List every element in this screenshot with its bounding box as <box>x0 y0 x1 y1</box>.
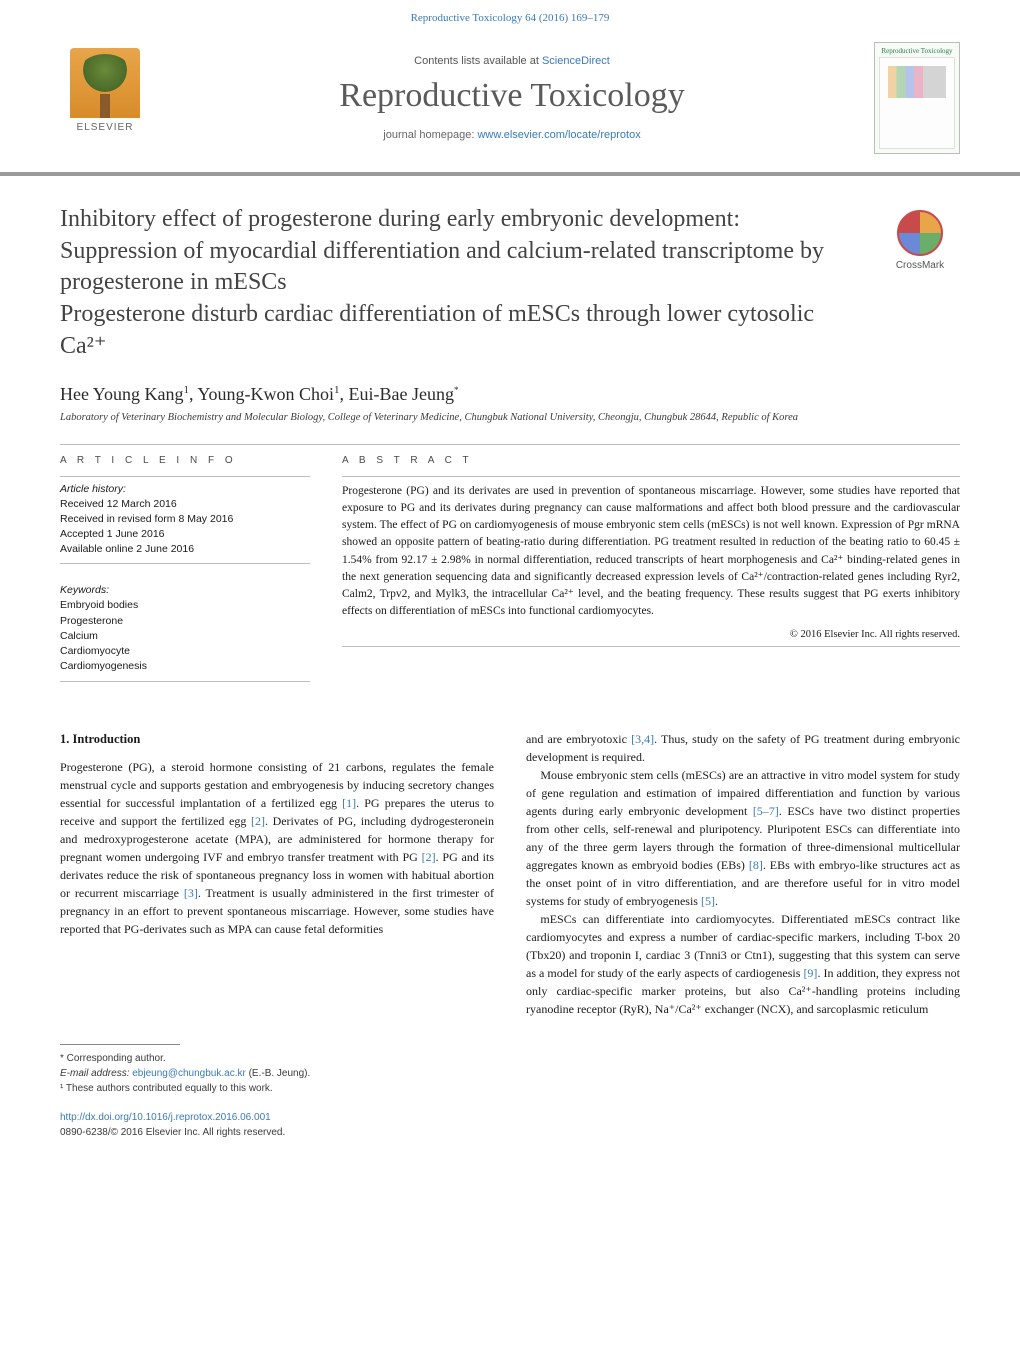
history-revised: Received in revised form 8 May 2016 <box>60 512 310 527</box>
elsevier-tree-icon <box>70 48 140 118</box>
doi-link[interactable]: http://dx.doi.org/10.1016/j.reprotox.201… <box>60 1112 271 1123</box>
author-1: Hee Young Kang <box>60 384 184 404</box>
intro-p1: Progesterone (PG), a steroid hormone con… <box>60 758 494 938</box>
homepage-url[interactable]: www.elsevier.com/locate/reprotox <box>477 129 640 141</box>
abstract-text: Progesterone (PG) and its derivates are … <box>342 476 960 621</box>
cite-5[interactable]: [5] <box>701 894 715 908</box>
corresponding-note: * Corresponding author. <box>60 1051 960 1066</box>
article-subtitle: Progesterone disturb cardiac differentia… <box>60 299 856 362</box>
keyword-4: Cardiomyogenesis <box>60 659 310 674</box>
email-tail: (E.-B. Jeung). <box>246 1068 310 1079</box>
cover-graphic <box>879 57 955 149</box>
history-received: Received 12 March 2016 <box>60 497 310 512</box>
article-history: Article history: Received 12 March 2016 … <box>60 476 310 565</box>
keywords-block: Keywords: Embryoid bodies Progesterone C… <box>60 578 310 681</box>
email-line: E-mail address: ebjeung@chungbuk.ac.kr (… <box>60 1066 960 1081</box>
intro-p2: and are embryotoxic [3,4]. Thus, study o… <box>526 730 960 766</box>
cite-57[interactable]: [5–7] <box>753 804 779 818</box>
running-head: Reproductive Toxicology 64 (2016) 169–17… <box>0 0 1020 32</box>
article-info-column: A R T I C L E I N F O Article history: R… <box>60 455 310 682</box>
history-accepted: Accepted 1 June 2016 <box>60 527 310 542</box>
author-3-sup: * <box>454 385 459 395</box>
p3d: . <box>715 894 718 908</box>
journal-cover-thumb: Reproductive Toxicology <box>874 42 960 154</box>
article-title: Inhibitory effect of progesterone during… <box>60 204 856 299</box>
column-right: and are embryotoxic [3,4]. Thus, study o… <box>526 730 960 1018</box>
corresponding-email[interactable]: ebjeung@chungbuk.ac.kr <box>132 1068 246 1079</box>
history-heading: Article history: <box>60 483 310 495</box>
keyword-1: Progesterone <box>60 614 310 629</box>
contents-label: Contents lists available at <box>414 55 542 67</box>
cite-8[interactable]: [8] <box>749 858 763 872</box>
footer: * Corresponding author. E-mail address: … <box>0 1018 1020 1160</box>
p2a: and are embryotoxic <box>526 732 631 746</box>
abstract-copyright: © 2016 Elsevier Inc. All rights reserved… <box>342 629 960 647</box>
intro-p3: Mouse embryonic stem cells (mESCs) are a… <box>526 766 960 910</box>
keywords-heading: Keywords: <box>60 584 310 596</box>
equal-contrib-note: ¹ These authors contributed equally to t… <box>60 1081 960 1096</box>
abstract-column: A B S T R A C T Progesterone (PG) and it… <box>342 455 960 682</box>
cite-2[interactable]: [2] <box>251 814 265 828</box>
crossmark-widget[interactable]: CrossMark <box>880 210 960 271</box>
history-online: Available online 2 June 2016 <box>60 542 310 557</box>
cite-34[interactable]: [3,4] <box>631 732 654 746</box>
author-2: , Young-Kwon Choi <box>189 384 334 404</box>
column-left: 1. Introduction Progesterone (PG), a ste… <box>60 730 494 1018</box>
elsevier-logo: ELSEVIER <box>60 48 150 148</box>
journal-banner: ELSEVIER Contents lists available at Sci… <box>0 32 1020 176</box>
cite-1[interactable]: [1] <box>342 796 356 810</box>
cite-9[interactable]: [9] <box>803 966 817 980</box>
sciencedirect-link[interactable]: ScienceDirect <box>542 55 610 67</box>
article-front-matter: Inhibitory effect of progesterone during… <box>0 176 1020 692</box>
elsevier-brand-text: ELSEVIER <box>77 122 134 133</box>
intro-p4: mESCs can differentiate into cardiomyocy… <box>526 910 960 1018</box>
sciencedirect-line: Contents lists available at ScienceDirec… <box>150 55 874 67</box>
affiliation: Laboratory of Veterinary Biochemistry an… <box>60 411 960 425</box>
banner-center: Contents lists available at ScienceDirec… <box>150 55 874 141</box>
crossmark-icon <box>897 210 943 256</box>
cite-3[interactable]: [3] <box>184 886 198 900</box>
homepage-label: journal homepage: <box>383 129 477 141</box>
issn-copyright: 0890-6238/© 2016 Elsevier Inc. All right… <box>60 1125 960 1140</box>
crossmark-label: CrossMark <box>880 260 960 271</box>
journal-name: Reproductive Toxicology <box>150 77 874 115</box>
homepage-line: journal homepage: www.elsevier.com/locat… <box>150 129 874 141</box>
cite-2b[interactable]: [2] <box>422 850 436 864</box>
cover-title: Reproductive Toxicology <box>879 47 955 55</box>
abstract-label: A B S T R A C T <box>342 455 960 466</box>
author-3: , Eui-Bae Jeung <box>340 384 454 404</box>
section-1-heading: 1. Introduction <box>60 730 494 749</box>
article-info-label: A R T I C L E I N F O <box>60 455 310 466</box>
divider-top <box>60 444 960 445</box>
keyword-2: Calcium <box>60 629 310 644</box>
keyword-3: Cardiomyocyte <box>60 644 310 659</box>
keyword-0: Embryoid bodies <box>60 598 310 613</box>
authors-line: Hee Young Kang1, Young-Kwon Choi1, Eui-B… <box>60 384 960 405</box>
footnote-rule <box>60 1044 180 1045</box>
body-columns: 1. Introduction Progesterone (PG), a ste… <box>0 730 1020 1018</box>
email-label: E-mail address: <box>60 1068 132 1079</box>
